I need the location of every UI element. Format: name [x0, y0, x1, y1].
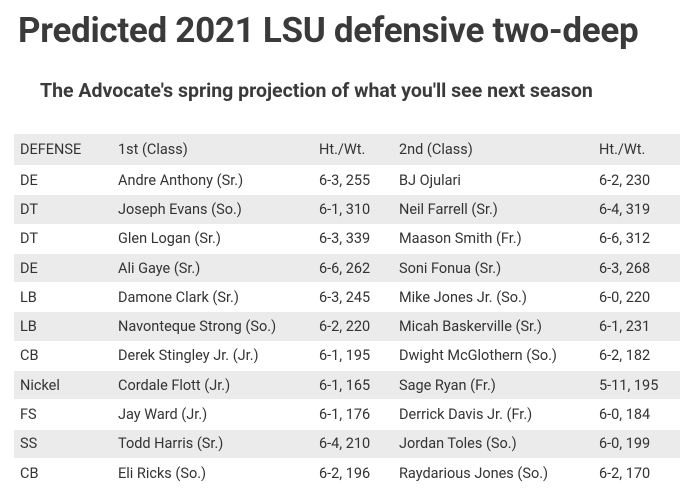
- table-cell: 6-3, 339: [313, 224, 393, 254]
- table-cell: Jay Ward (Jr.): [112, 399, 313, 430]
- table-cell: Glen Logan (Sr.): [112, 224, 313, 254]
- table-cell: 6-3, 255: [313, 165, 393, 196]
- table-cell: CB: [14, 341, 112, 372]
- header-cell: 2nd (Class): [393, 134, 593, 166]
- table-cell: 6-0, 199: [593, 429, 680, 459]
- table-cell: Derrick Davis Jr. (Fr.): [393, 399, 593, 430]
- table-cell: Raydarious Jones (So.): [393, 458, 593, 489]
- table-cell: 6-2, 182: [593, 341, 680, 372]
- table-cell: Jordan Toles (So.): [393, 429, 593, 459]
- table-row: Nickel Cordale Flott (Jr.) 6-1, 165 Sage Ry…: [14, 370, 680, 401]
- table-row: CB Derek Stingley Jr. (Jr.) 6-1, 195 Dwight…: [14, 341, 680, 372]
- header-cell: 1st (Class): [112, 134, 313, 166]
- table-cell: DT: [14, 224, 112, 254]
- table-cell: Nickel: [14, 370, 112, 401]
- table-cell: Eli Ricks (So.): [112, 458, 313, 489]
- table-cell: DE: [14, 253, 112, 284]
- table-cell: 6-0, 184: [593, 399, 680, 430]
- table-row: CB Eli Ricks (So.) 6-2, 196 Raydarious Jone…: [14, 458, 680, 489]
- table-cell: BJ Ojulari: [393, 165, 593, 196]
- table-cell: DT: [14, 194, 112, 225]
- table-cell: Todd Harris (Sr.): [112, 429, 313, 459]
- table-cell: Maason Smith (Fr.): [393, 224, 593, 254]
- table-cell: 6-1, 165: [313, 370, 393, 401]
- table-row: FS Jay Ward (Jr.) 6-1, 176 Derrick Davis Jr…: [14, 399, 680, 430]
- title: Predicted 2021 LSU defensive two-deep: [18, 10, 639, 51]
- table-cell: Derek Stingley Jr. (Jr.): [112, 341, 313, 372]
- table-cell: 6-1, 176: [313, 399, 393, 430]
- table-cell: 6-1, 231: [593, 311, 680, 342]
- depth-table: DEFENSE 1st (Class) Ht./Wt. 2nd (Class) Ht./…: [14, 134, 680, 489]
- header-cell: DEFENSE: [14, 134, 112, 166]
- table-cell: 6-4, 210: [313, 429, 393, 459]
- table-cell: LB: [14, 282, 112, 313]
- table-cell: Joseph Evans (So.): [112, 194, 313, 225]
- table-row: LB Navonteque Strong (So.) 6-2, 220 Micah B…: [14, 311, 680, 342]
- table-cell: 6-0, 220: [593, 282, 680, 313]
- table-cell: Mike Jones Jr. (So.): [393, 282, 593, 313]
- table-cell: 6-6, 312: [593, 224, 680, 254]
- table-row: DT Glen Logan (Sr.) 6-3, 339 Maason Smith (…: [14, 224, 680, 254]
- table-row: DE Andre Anthony (Sr.) 6-3, 255 BJ Ojulari 6…: [14, 165, 680, 196]
- table-cell: 6-6, 262: [313, 253, 393, 284]
- table-cell: 6-2, 220: [313, 311, 393, 342]
- table-cell: 6-2, 230: [593, 165, 680, 196]
- header-cell: Ht./Wt.: [313, 134, 393, 166]
- table-cell: CB: [14, 458, 112, 489]
- table-cell: Dwight McGlothern (So.): [393, 341, 593, 372]
- table-cell: 6-3, 245: [313, 282, 393, 313]
- header-row: DEFENSE 1st (Class) Ht./Wt. 2nd (Class) Ht./…: [14, 134, 680, 166]
- table-cell: Sage Ryan (Fr.): [393, 370, 593, 401]
- table-row: LB Damone Clark (Sr.) 6-3, 245 Mike Jones J…: [14, 282, 680, 313]
- table-cell: 6-3, 268: [593, 253, 680, 284]
- table-row: DE Ali Gaye (Sr.) 6-6, 262 Soni Fonua (Sr.)…: [14, 253, 680, 284]
- table-cell: 5-11, 195: [593, 370, 680, 401]
- table-cell: 6-2, 196: [313, 458, 393, 489]
- table-cell: Navonteque Strong (So.): [112, 311, 313, 342]
- table-cell: Ali Gaye (Sr.): [112, 253, 313, 284]
- table-cell: 6-4, 319: [593, 194, 680, 225]
- header-cell: Ht./Wt.: [593, 134, 680, 166]
- table-cell: FS: [14, 399, 112, 430]
- table-cell: Damone Clark (Sr.): [112, 282, 313, 313]
- table-cell: SS: [14, 429, 112, 459]
- table-row: SS Todd Harris (Sr.) 6-4, 210 Jordan Toles …: [14, 429, 680, 459]
- table-cell: Neil Farrell (Sr.): [393, 194, 593, 225]
- subtitle: The Advocate's spring projection of what…: [40, 79, 593, 102]
- table-cell: Micah Baskerville (Sr.): [393, 311, 593, 342]
- table-cell: 6-1, 310: [313, 194, 393, 225]
- table-cell: Andre Anthony (Sr.): [112, 165, 313, 196]
- table-row: DT Joseph Evans (So.) 6-1, 310 Neil Farrell…: [14, 194, 680, 225]
- table-cell: DE: [14, 165, 112, 196]
- table-cell: 6-2, 170: [593, 458, 680, 489]
- table-cell: 6-1, 195: [313, 341, 393, 372]
- table-cell: Cordale Flott (Jr.): [112, 370, 313, 401]
- table-cell: Soni Fonua (Sr.): [393, 253, 593, 284]
- table-cell: LB: [14, 311, 112, 342]
